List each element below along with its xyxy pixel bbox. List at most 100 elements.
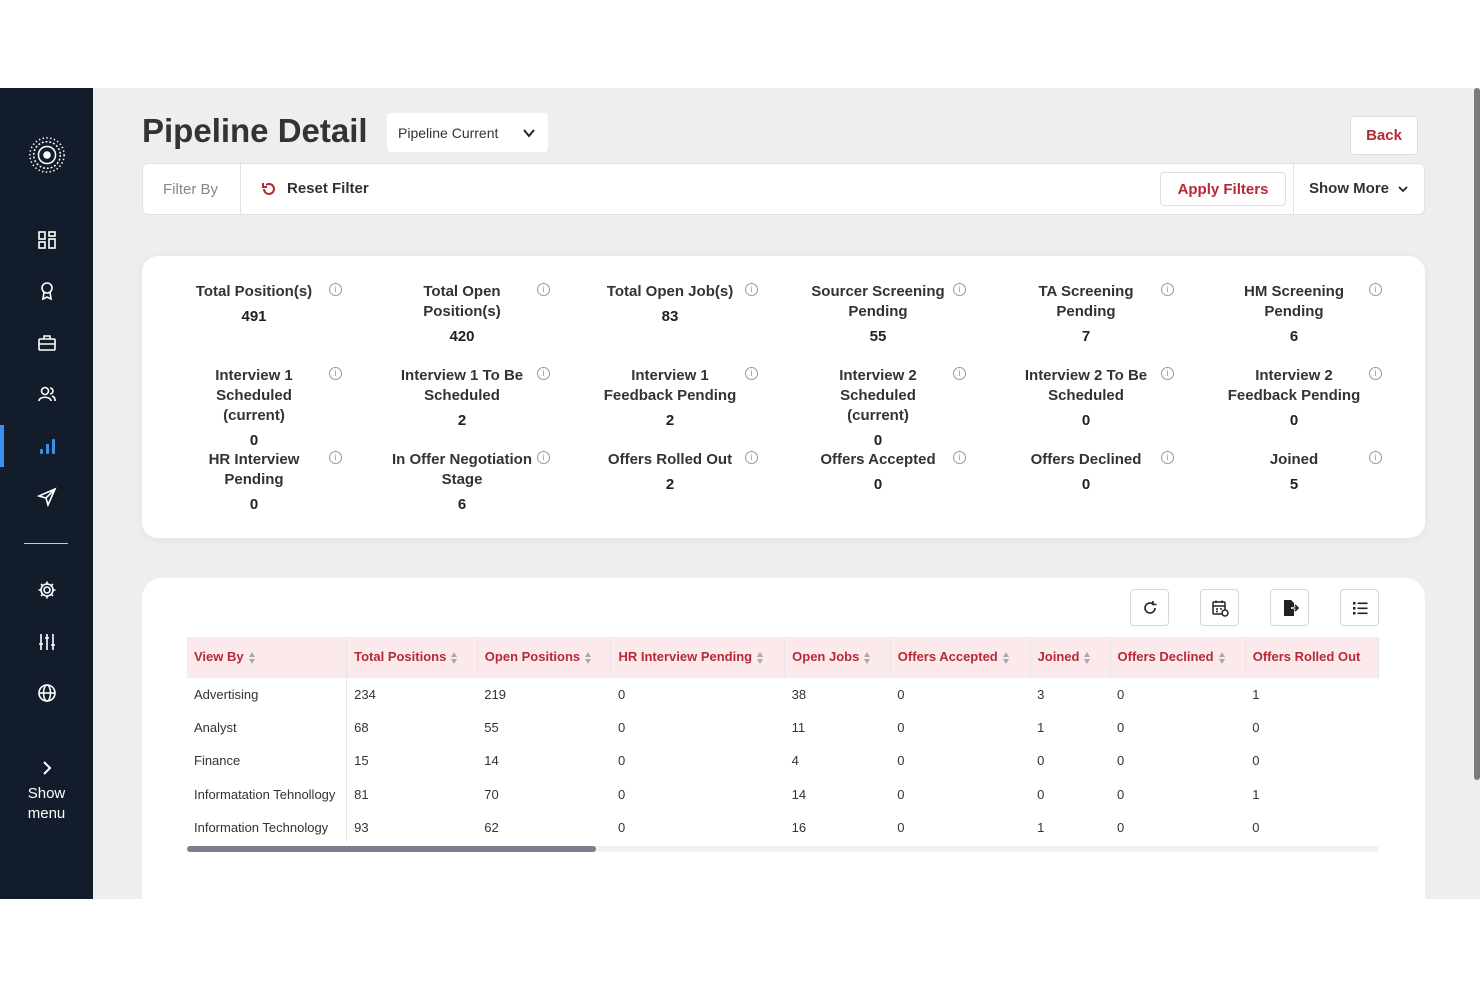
sort-icon[interactable] (756, 651, 764, 665)
sort-icon[interactable] (584, 651, 592, 665)
briefcase-icon[interactable] (36, 332, 58, 354)
table-cell: 0 (897, 686, 905, 702)
table-cell: 1 (1037, 820, 1045, 836)
info-icon[interactable]: i (537, 283, 550, 296)
column-header-open-jobs[interactable]: Open Jobs (784, 637, 891, 678)
schedule-button[interactable] (1200, 589, 1239, 626)
table-row[interactable]: Analyst 68 55 0 11 0 1 0 0 (187, 710, 1379, 744)
refresh-icon (1143, 600, 1156, 614)
table-cell: 0 (1117, 719, 1125, 735)
app-frame: Show menu Pipeline Detail Pipeline Curre… (0, 88, 1480, 918)
table-header-row: View By Total Positions Open Positions HR I… (187, 637, 1379, 678)
pipeline-select[interactable]: Pipeline Current (387, 113, 548, 152)
info-icon[interactable]: i (329, 451, 342, 464)
sliders-icon[interactable] (36, 631, 58, 653)
table-cell: 0 (617, 786, 626, 802)
table-row[interactable]: Informatation Tehnollogy 81 70 0 14 0 0 0 1 (187, 777, 1379, 811)
table-cell: 62 (484, 820, 499, 836)
info-icon[interactable]: i (745, 367, 758, 380)
sort-icon[interactable] (248, 651, 256, 665)
table-cell: 16 (791, 820, 807, 836)
apply-filters-button[interactable]: Apply Filters (1160, 172, 1286, 206)
table-cell: Information Technology (187, 811, 348, 842)
info-icon[interactable]: i (1369, 451, 1382, 464)
back-button[interactable]: Back (1350, 116, 1418, 155)
info-icon[interactable]: i (953, 283, 966, 296)
info-icon[interactable]: i (537, 451, 550, 464)
stat-label-text: Total Open Job(s) (606, 283, 734, 300)
column-header-joined[interactable]: Joined (1030, 637, 1111, 678)
sort-icon[interactable] (1083, 651, 1091, 665)
award-icon[interactable] (36, 280, 58, 302)
show-more-button[interactable]: Show More (1309, 180, 1409, 197)
filter-bar: Filter By Reset Filter Apply Filters Sho… (142, 163, 1425, 215)
column-header-offers-accepted[interactable]: Offers Accepted (890, 637, 1031, 678)
stat-value: 0 (1081, 476, 1091, 493)
column-header-open-positions[interactable]: Open Positions (477, 637, 612, 678)
info-icon[interactable]: i (953, 367, 966, 380)
column-header-total-positions[interactable]: Total Positions (346, 637, 478, 678)
stat-value: 55 (869, 328, 887, 345)
export-button[interactable] (1270, 589, 1309, 626)
sort-icon[interactable] (450, 651, 458, 665)
table-row[interactable]: Information Technology 93 62 0 16 0 1 0 0 (187, 811, 1379, 842)
stat-label-text: Offers Declined (1030, 451, 1142, 468)
stat-label-text: Interview 1 Feedback Pending (603, 367, 737, 404)
info-icon[interactable]: i (1369, 367, 1382, 380)
gear-icon[interactable] (36, 579, 58, 601)
users-icon[interactable] (36, 383, 58, 405)
logo-icon[interactable] (28, 136, 66, 174)
column-header-label: Offers Accepted (897, 648, 998, 664)
info-icon[interactable]: i (329, 367, 342, 380)
sort-icon[interactable] (1002, 651, 1010, 665)
chevron-down-icon (523, 129, 535, 138)
column-header-offers-declined[interactable]: Offers Declined (1110, 637, 1246, 678)
info-icon[interactable]: i (537, 367, 550, 380)
stat-label-text: Offers Rolled Out (607, 451, 733, 468)
stat-interview-2-scheduled-current: Interview 2 Scheduled (current) i 0 (790, 366, 966, 449)
stat-value: 491 (241, 308, 267, 325)
reset-filter-button[interactable]: Reset Filter (261, 180, 369, 197)
column-header-label: Offers Declined (1117, 648, 1214, 664)
table-cell: 234 (354, 686, 376, 702)
stat-label-text: TA Screening Pending (1038, 283, 1134, 320)
table-scrollbar-thumb[interactable] (187, 846, 596, 852)
table-row[interactable]: Finance 15 14 0 4 0 0 0 0 (187, 744, 1379, 778)
column-header-offers-rolled-out[interactable]: Offers Rolled Out (1245, 637, 1379, 678)
stat-label: Joined i (1206, 450, 1382, 470)
column-header-label: Total Positions (354, 648, 447, 664)
column-header-view-by[interactable]: View By (187, 637, 348, 678)
info-icon[interactable]: i (1161, 367, 1174, 380)
table-cell: 1 (1252, 686, 1260, 702)
table-cell: 0 (897, 719, 905, 735)
stat-total-position-s: Total Position(s) i 491 (166, 282, 342, 325)
info-icon[interactable]: i (1161, 283, 1174, 296)
info-icon[interactable]: i (953, 451, 966, 464)
sort-icon[interactable] (863, 651, 871, 665)
table-row[interactable]: Advertising 234 219 0 38 0 3 0 1 (187, 677, 1379, 711)
table-cell: 0 (897, 753, 905, 769)
column-header-hr-interview-pending[interactable]: HR Interview Pending (610, 637, 786, 678)
stat-value: 2 (457, 412, 467, 429)
main-content: Pipeline Detail Pipeline Current Back Fi… (93, 88, 1480, 918)
globe-icon[interactable] (36, 682, 58, 704)
page-scrollbar[interactable] (1474, 88, 1480, 780)
table-scrollbar[interactable] (187, 846, 1379, 852)
send-icon[interactable] (36, 486, 58, 508)
dashboard-icon[interactable] (36, 229, 58, 251)
info-icon[interactable]: i (745, 283, 758, 296)
stat-label: Interview 1 Scheduled (current) i (166, 366, 342, 426)
stat-label: Offers Declined i (998, 450, 1174, 470)
active-indicator (0, 425, 4, 467)
info-icon[interactable]: i (745, 451, 758, 464)
table-cell: 11 (791, 719, 806, 735)
info-icon[interactable]: i (1161, 451, 1174, 464)
show-menu-button[interactable]: Show menu (0, 760, 93, 824)
columns-button[interactable] (1340, 589, 1379, 626)
refresh-button[interactable] (1130, 589, 1169, 626)
show-menu-label-2: menu (27, 805, 66, 822)
bar-chart-icon[interactable] (36, 435, 58, 457)
sort-icon[interactable] (1218, 651, 1226, 665)
info-icon[interactable]: i (1369, 283, 1382, 296)
info-icon[interactable]: i (329, 283, 342, 296)
